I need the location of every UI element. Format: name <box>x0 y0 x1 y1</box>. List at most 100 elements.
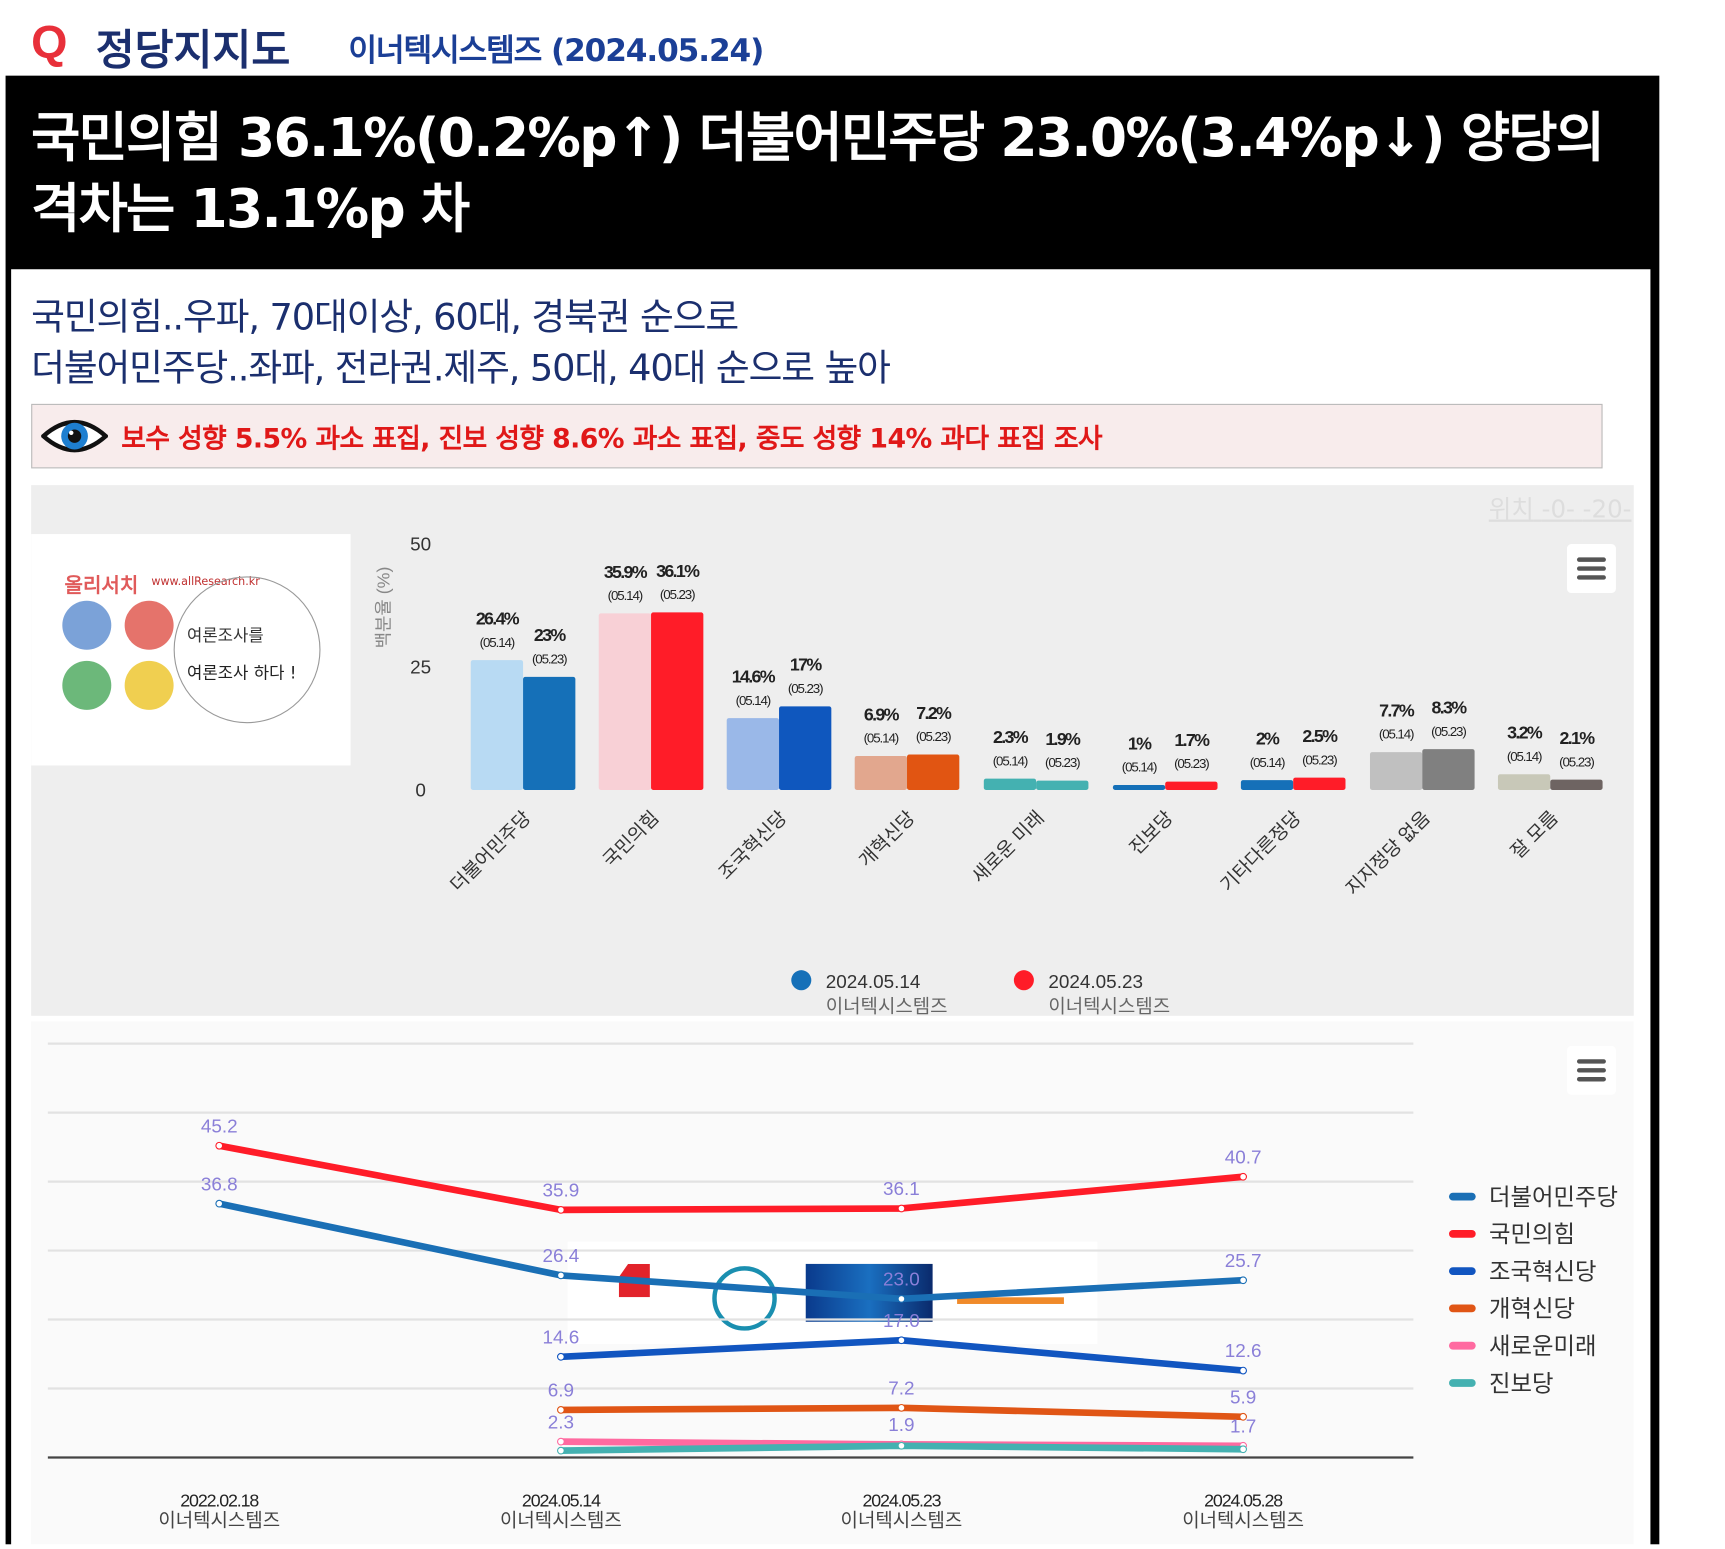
legend-label: 개혁신당 <box>1489 1296 1575 1322</box>
bar-value-label: 2.1% <box>1559 728 1595 748</box>
line-series-국민의힘 <box>218 1142 1244 1214</box>
bar-value-label: 35.9% <box>604 562 648 582</box>
data-label: 35.9 <box>542 1181 579 1202</box>
data-label: 2.3 <box>548 1412 574 1433</box>
data-label: 26.4 <box>542 1246 579 1267</box>
bar-value-label: 17% <box>790 655 822 675</box>
data-label: 1.9 <box>888 1415 914 1436</box>
legend-marker <box>1448 1304 1476 1313</box>
section-title: 정당지지도 <box>95 25 291 75</box>
data-point <box>897 1204 906 1213</box>
data-point <box>897 1294 906 1303</box>
legend-marker <box>1448 1229 1476 1238</box>
line-chart-panel: 36.8 26.4 23.0 25.7 45.2 35.9 36.1 40.7 14.6 17.0… <box>31 1021 1634 1545</box>
x-tick-label: 지지정당 없음 <box>1342 807 1435 900</box>
data-point <box>557 1271 565 1280</box>
legend-label: 조국혁신당 <box>1489 1258 1596 1284</box>
x-tick-label: 조국혁신당 <box>714 807 791 884</box>
x-tick-date: 2024.05.23 <box>862 1490 941 1510</box>
data-label: 36.8 <box>201 1174 238 1195</box>
bar-2024.05.14 <box>726 718 780 790</box>
legend-label: 더불어민주당 <box>1489 1184 1618 1210</box>
y-axis-label: 백분율 (%) <box>374 567 394 649</box>
bar-value-label: 6.9% <box>864 704 900 724</box>
x-tick-label: 더불어민주당 <box>446 807 535 896</box>
bar-date-label: (05.14) <box>864 731 899 746</box>
y-tick-label: 25 <box>410 658 431 679</box>
data-label: 25.7 <box>1225 1251 1262 1272</box>
headline: 국민의힘 36.1%(0.2%p↑) 더불어민주당 23.0%(3.4%p↓) … <box>31 106 1605 241</box>
bar-date-label: (05.23) <box>1174 756 1209 771</box>
bar-2024.05.23 <box>651 612 704 790</box>
bar-value-label: 7.7% <box>1379 700 1415 720</box>
bar-2024.05.23 <box>523 676 576 790</box>
data-point <box>897 1441 906 1450</box>
bar-2024.05.23 <box>907 754 960 790</box>
position-20[interactable]: -20- <box>1582 496 1632 525</box>
legend-marker <box>1013 970 1034 991</box>
bar-chart: 0 25 50 백분율 (%) 26.4% (05.14) 23% (05.23) 더불어민주당… <box>374 535 1603 1016</box>
reform-party-logo-icon <box>957 1275 1064 1304</box>
bar-date-label: (05.23) <box>1302 752 1337 767</box>
legend-label: 국민의힘 <box>1489 1221 1575 1247</box>
legend-marker <box>1448 1379 1476 1387</box>
legend-label: 2024.05.23 <box>1048 972 1143 993</box>
data-point <box>215 1141 224 1150</box>
legend-label: 진보당 <box>1489 1370 1553 1396</box>
bar-value-label: 1.9% <box>1045 729 1081 749</box>
data-label: 12.6 <box>1225 1341 1262 1362</box>
bar-chart-panel: 위치 -0- -20- 올리서치 www.allResearch.kr 여론조사… <box>31 485 1634 1016</box>
bar-value-label: 3.2% <box>1507 723 1543 743</box>
bar-2024.05.23 <box>779 706 832 790</box>
x-tick-label: 진보당 <box>1125 807 1177 859</box>
legend-label: 2024.05.14 <box>826 972 921 993</box>
allresearch-logo: 올리서치 www.allResearch.kr 여론조사를 여론조사 하다 ! <box>31 534 351 766</box>
x-tick-date: 2024.05.28 <box>1204 1490 1283 1510</box>
bar-date-label: (05.23) <box>532 651 567 666</box>
position-label[interactable]: 위치 <box>1488 496 1534 525</box>
data-point <box>1239 1366 1248 1375</box>
data-point <box>557 1406 565 1414</box>
bar-2024.05.23 <box>1036 780 1089 790</box>
bar-value-label: 23% <box>534 625 566 645</box>
alert-text: 보수 성향 5.5% 과소 표집, 진보 성향 8.6% 과소 표집, 중도 성… <box>121 422 1103 454</box>
bar-date-label: (05.14) <box>1122 760 1157 775</box>
y-tick-label: 0 <box>415 781 426 802</box>
bar-date-label: (05.14) <box>1507 749 1542 764</box>
data-point <box>897 1336 906 1345</box>
dpk-logo-icon <box>712 1266 777 1331</box>
logo-brand: 올리서치 <box>64 574 139 598</box>
x-tick-label: 새로운 미래 <box>968 807 1049 888</box>
data-point <box>557 1446 565 1455</box>
bar-date-label: (05.14) <box>1379 727 1414 742</box>
bar-date-label: (05.23) <box>1431 724 1466 739</box>
line-series-더불어민주당 <box>218 1200 1244 1303</box>
data-point <box>897 1403 906 1412</box>
data-point <box>1239 1276 1248 1285</box>
lead-line-1: 국민의힘..우파, 70대이상, 60대, 경북권 순으로 <box>31 294 739 339</box>
bar-value-label: 14.6% <box>732 667 776 687</box>
bar-date-label: (05.23) <box>1559 754 1594 769</box>
legend-marker <box>1448 1341 1476 1350</box>
x-tick-source: 이너텍시스템즈 <box>158 1509 280 1531</box>
section-subtitle: 이너텍시스템즈 (2024.05.24) <box>348 32 764 69</box>
legend-marker <box>1448 1192 1476 1201</box>
alert-box: 보수 성향 5.5% 과소 표집, 진보 성향 8.6% 과소 표집, 중도 성… <box>31 403 1603 469</box>
data-label: 6.9 <box>548 1381 574 1402</box>
bar-value-label: 8.3% <box>1431 698 1467 718</box>
bar-2024.05.14 <box>1112 785 1166 790</box>
data-point <box>1239 1445 1248 1454</box>
x-tick-source: 이너텍시스템즈 <box>1182 1509 1304 1531</box>
data-point <box>557 1437 565 1446</box>
bar-chart-menu-button[interactable] <box>1566 544 1616 594</box>
y-tick-label: 50 <box>410 535 431 556</box>
position-0[interactable]: -0- <box>1541 496 1575 525</box>
data-point <box>1239 1172 1248 1181</box>
eye-icon <box>41 420 108 453</box>
x-tick-label: 국민의힘 <box>599 807 664 872</box>
data-label: 36.1 <box>883 1179 920 1200</box>
line-chart-menu-button[interactable] <box>1566 1045 1616 1095</box>
legend-sublabel: 이너텍시스템즈 <box>1048 995 1170 1015</box>
bar-date-label: (05.14) <box>608 588 643 603</box>
bar-date-label: (05.14) <box>993 753 1028 768</box>
